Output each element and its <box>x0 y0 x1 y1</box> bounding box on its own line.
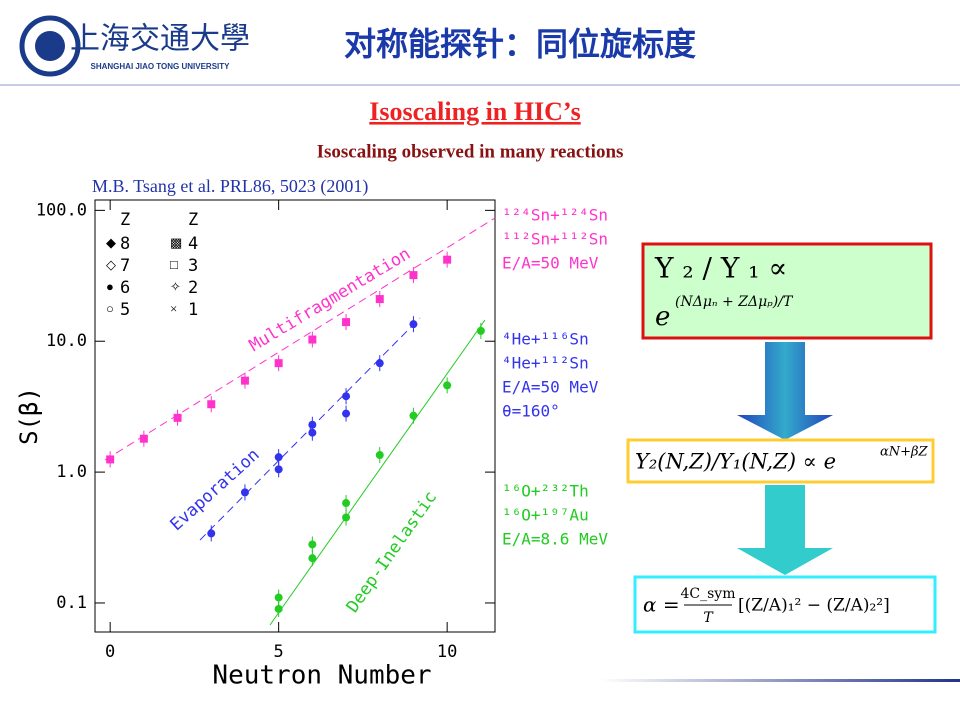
data-point <box>308 428 317 437</box>
reaction-label: E/A=50 MeV <box>502 378 599 397</box>
reaction-label: ¹¹²Sn+¹¹²Sn <box>502 230 608 249</box>
legend-symbol: □ <box>170 257 178 272</box>
series-label: Multifragmentation <box>246 244 414 356</box>
x-axis-label: Neutron Number <box>212 661 431 691</box>
arrow <box>737 485 833 575</box>
formula-text: T <box>703 610 714 626</box>
legend-symbol: ● <box>106 279 114 294</box>
legend-symbol: ▩ <box>170 235 182 250</box>
logo-seal <box>19 15 81 77</box>
legend-entry: 7 <box>120 256 130 276</box>
fit-line <box>199 317 421 541</box>
x-tick-label: 10 <box>437 642 457 662</box>
legend-symbol: ◆ <box>106 235 116 250</box>
y-tick-label: 1.0 <box>56 462 87 482</box>
data-point <box>409 411 418 420</box>
data-point <box>443 255 452 264</box>
formula-text: [(Z/A)₁² − (Z/A)₂²] <box>738 596 890 616</box>
data-point <box>443 381 452 390</box>
subtitle: Isoscaling in HIC’s <box>369 97 580 126</box>
formula-text: e <box>655 302 670 332</box>
legend-entry: 6 <box>120 278 130 298</box>
footer-rule <box>600 679 960 682</box>
y-tick-label: 0.1 <box>56 593 87 613</box>
data-point <box>342 409 351 418</box>
legend-entry: 1 <box>188 300 198 320</box>
reaction-label: ¹⁶O+²³²Th <box>502 482 589 501</box>
data-point <box>342 513 351 522</box>
formula-text: (NΔμₙ + ZΔμₚ)/T <box>675 294 794 310</box>
x-tick-label: 5 <box>274 642 284 662</box>
formula-text: Y₂(N,Z)/Y₁(N,Z) ∝ e <box>635 450 836 474</box>
logo-cn: 上海交通大學 <box>70 22 250 57</box>
legend-entry: 3 <box>188 256 198 276</box>
legend-entry: 5 <box>120 300 130 320</box>
formula-text: Y ₂ / Y ₁ ∝ <box>654 252 787 285</box>
data-point <box>308 554 317 563</box>
formula-text: αN+βZ <box>880 445 929 460</box>
reaction-label: E/A=8.6 MeV <box>502 530 608 549</box>
data-point <box>240 488 249 497</box>
data-point <box>274 465 283 474</box>
series-label: Deep-Inelastic <box>343 488 442 617</box>
data-point <box>342 318 351 327</box>
reaction-label: E/A=50 MeV <box>502 254 599 273</box>
data-point <box>342 392 351 401</box>
data-point <box>409 320 418 329</box>
data-point <box>375 451 384 460</box>
legend-header: Z <box>188 210 198 230</box>
legend-symbol: ○ <box>106 301 114 316</box>
data-point <box>207 529 216 538</box>
fit-line <box>104 217 496 461</box>
plot-frame <box>94 199 496 633</box>
data-point <box>476 326 485 335</box>
legend-header: Z <box>120 210 130 230</box>
arrow <box>737 342 833 440</box>
data-point <box>375 359 384 368</box>
logo-core <box>35 31 65 61</box>
data-point <box>375 295 384 304</box>
formula-box <box>626 438 935 484</box>
data-point <box>207 400 216 409</box>
legend-entry: 4 <box>188 234 198 254</box>
legend-entry: 8 <box>120 234 130 254</box>
legend-entry: 2 <box>188 278 198 298</box>
data-point <box>274 359 283 368</box>
reaction-label: ⁴He+¹¹⁶Sn <box>502 330 589 349</box>
data-point <box>139 434 148 443</box>
legend-symbol: ◇ <box>106 257 116 272</box>
caption: Isoscaling observed in many reactions <box>317 141 624 162</box>
citation: M.B. Tsang et al. PRL86, 5023 (2001) <box>92 176 368 197</box>
data-point <box>274 453 283 462</box>
data-point <box>106 455 115 464</box>
data-point <box>274 604 283 613</box>
formula-text: α = <box>643 593 680 617</box>
reaction-label: θ=160° <box>502 402 560 421</box>
y-tick-label: 10.0 <box>46 331 87 351</box>
reaction-label: ⁴He+¹¹²Sn <box>502 354 589 373</box>
reaction-label: ¹²⁴Sn+¹²⁴Sn <box>502 206 608 225</box>
data-point <box>274 593 283 602</box>
data-point <box>308 540 317 549</box>
y-tick-label: 100.0 <box>36 200 87 220</box>
data-point <box>409 271 418 280</box>
data-point <box>173 413 182 422</box>
reaction-label: ¹⁶O+¹⁹⁷Au <box>502 506 589 525</box>
data-point <box>240 376 249 385</box>
slide-title: 对称能探针：同位旋标度 <box>344 25 696 63</box>
data-point <box>308 335 317 344</box>
formula-text: 4C_sym <box>681 586 736 602</box>
legend-symbol: ✧ <box>170 279 181 294</box>
data-point <box>342 499 351 508</box>
logo-en: SHANGHAI JIAO TONG UNIVERSITY <box>91 62 231 71</box>
legend-symbol: × <box>170 301 177 316</box>
y-axis-label: S(β) <box>15 387 43 445</box>
fit-line <box>269 319 486 626</box>
x-tick-label: 0 <box>105 642 115 662</box>
formula-box <box>641 242 933 340</box>
